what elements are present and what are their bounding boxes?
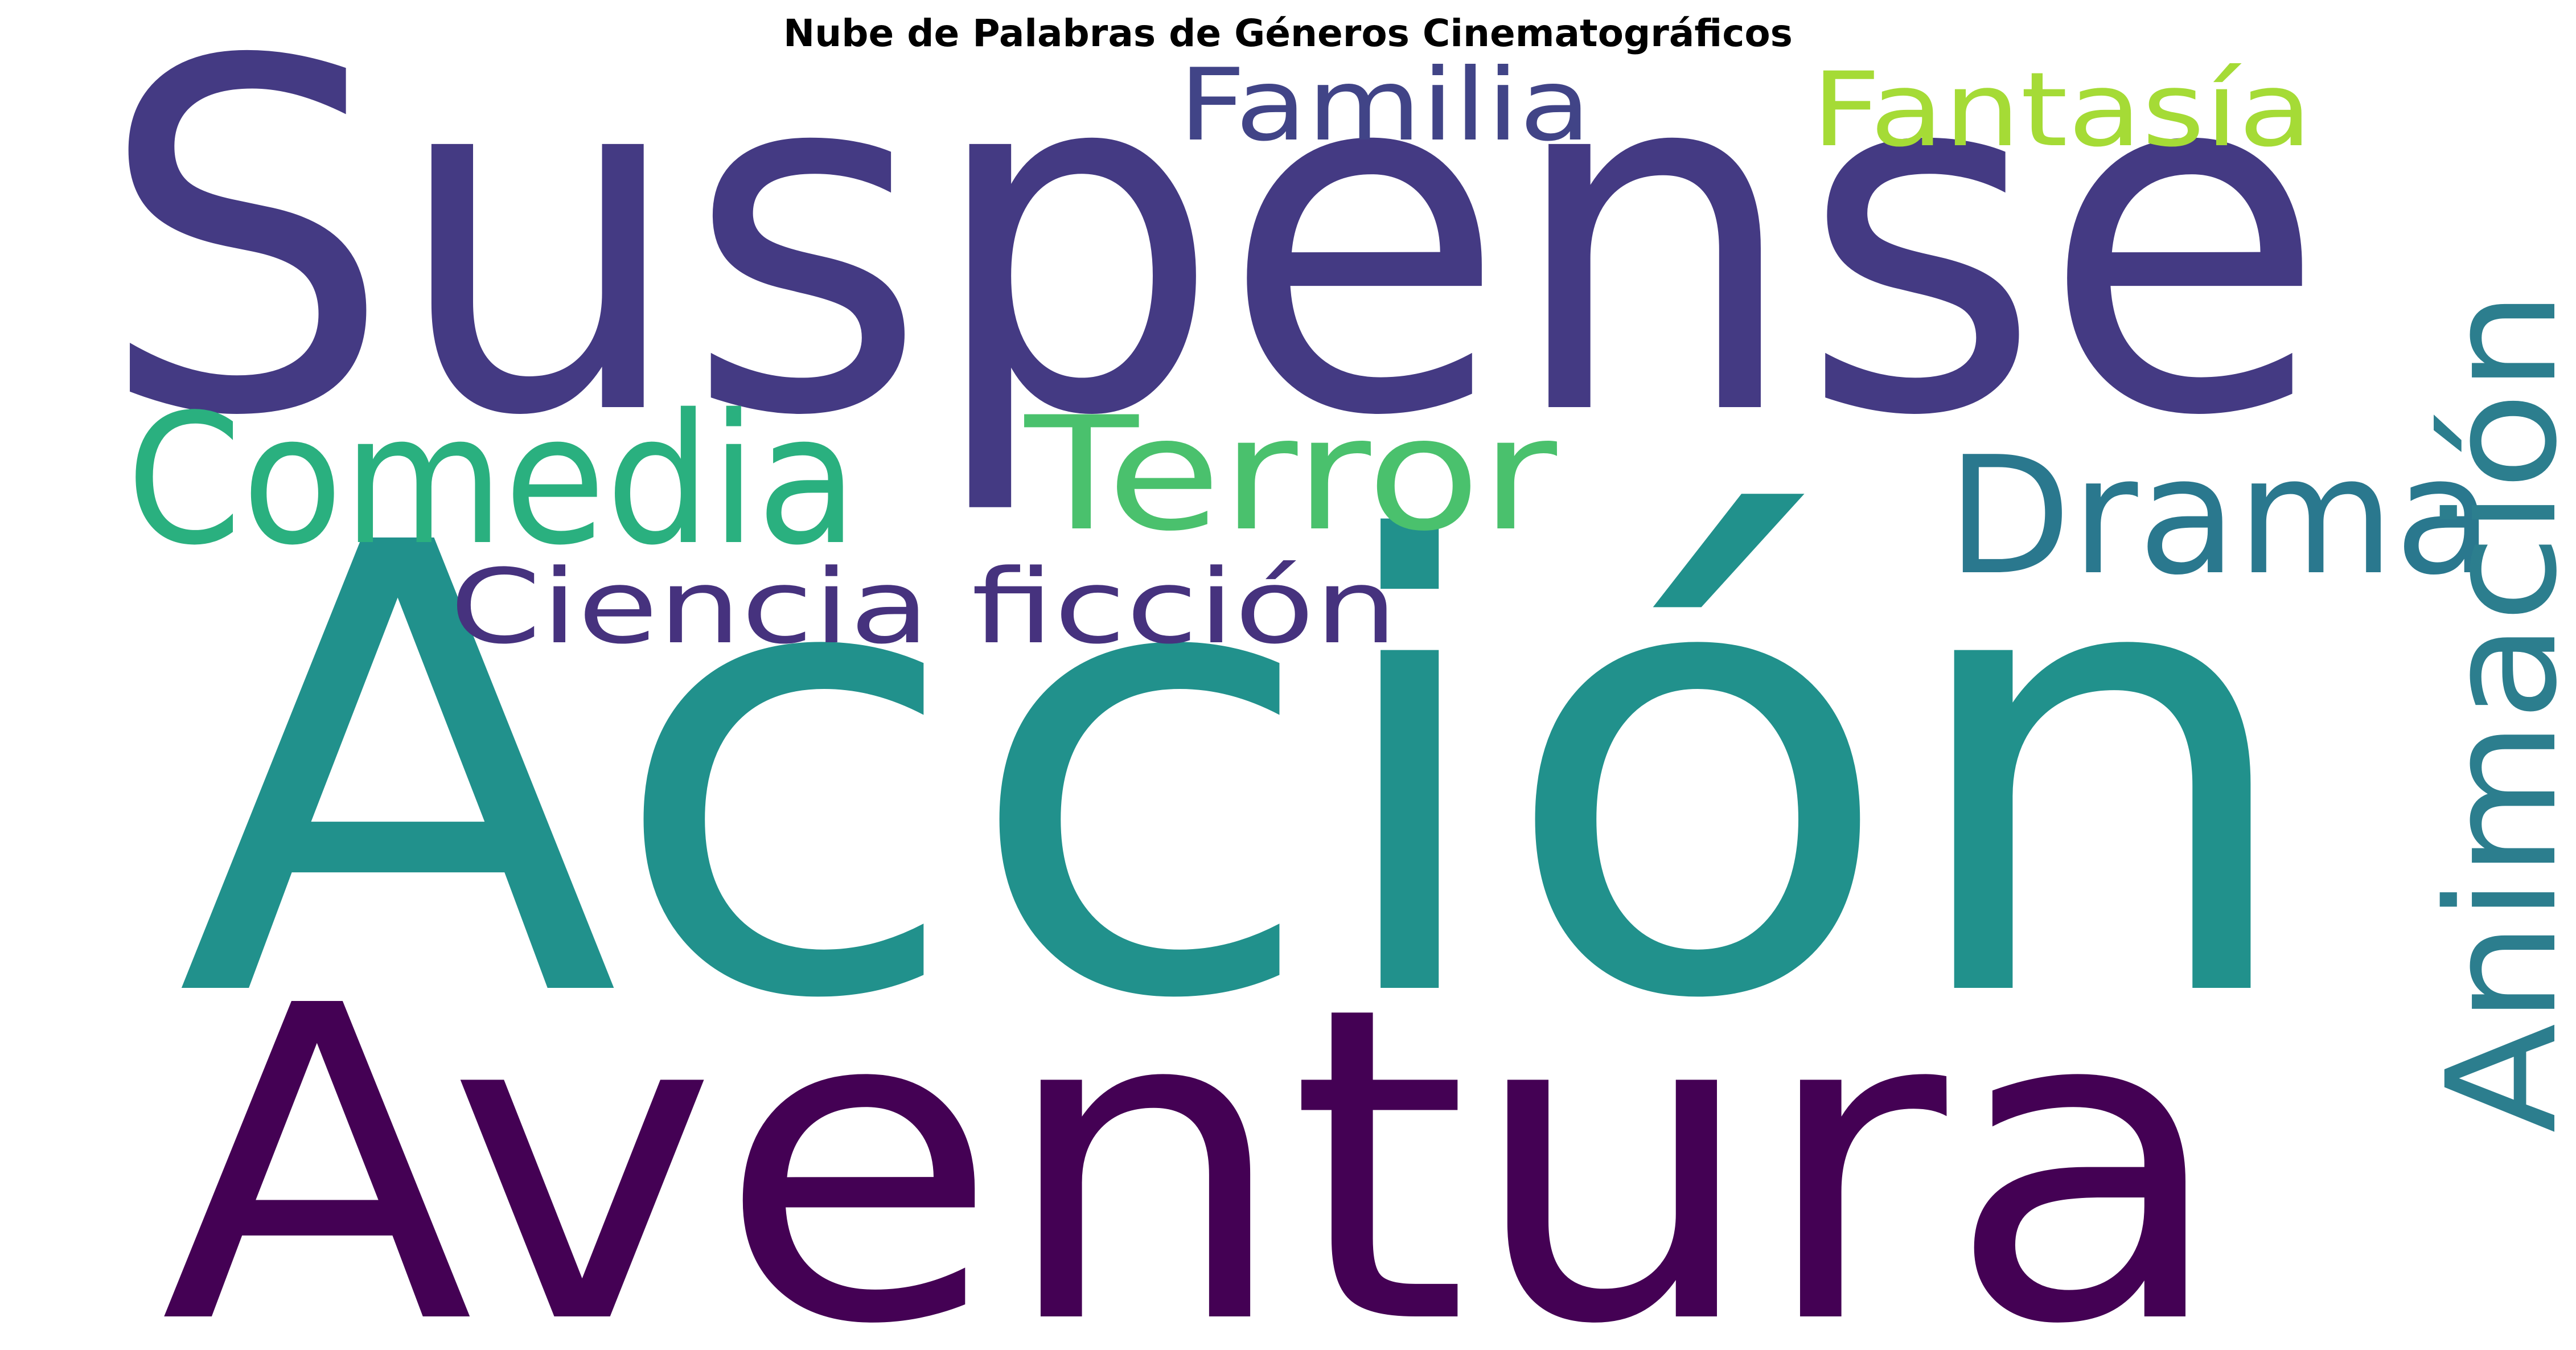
word-animacion: Animación bbox=[2415, 290, 2576, 1133]
word-familia: Familia bbox=[1178, 48, 1591, 163]
word-terror: Terror bbox=[1022, 383, 1559, 565]
figure-title: Nube de Palabras de Géneros Cinematográf… bbox=[783, 11, 1793, 55]
word-aventura: Aventura bbox=[161, 916, 2227, 1350]
word-ciencia-ficcion: Ciencia ficción bbox=[450, 548, 1398, 667]
word-drama: Drama bbox=[1947, 422, 2493, 611]
word-fantasia: Fantasía bbox=[1811, 51, 2312, 170]
word-suspense: Suspense bbox=[98, 0, 2327, 521]
word-accion: Acción bbox=[176, 415, 2306, 1134]
word-comedia: Comedia bbox=[126, 376, 858, 585]
